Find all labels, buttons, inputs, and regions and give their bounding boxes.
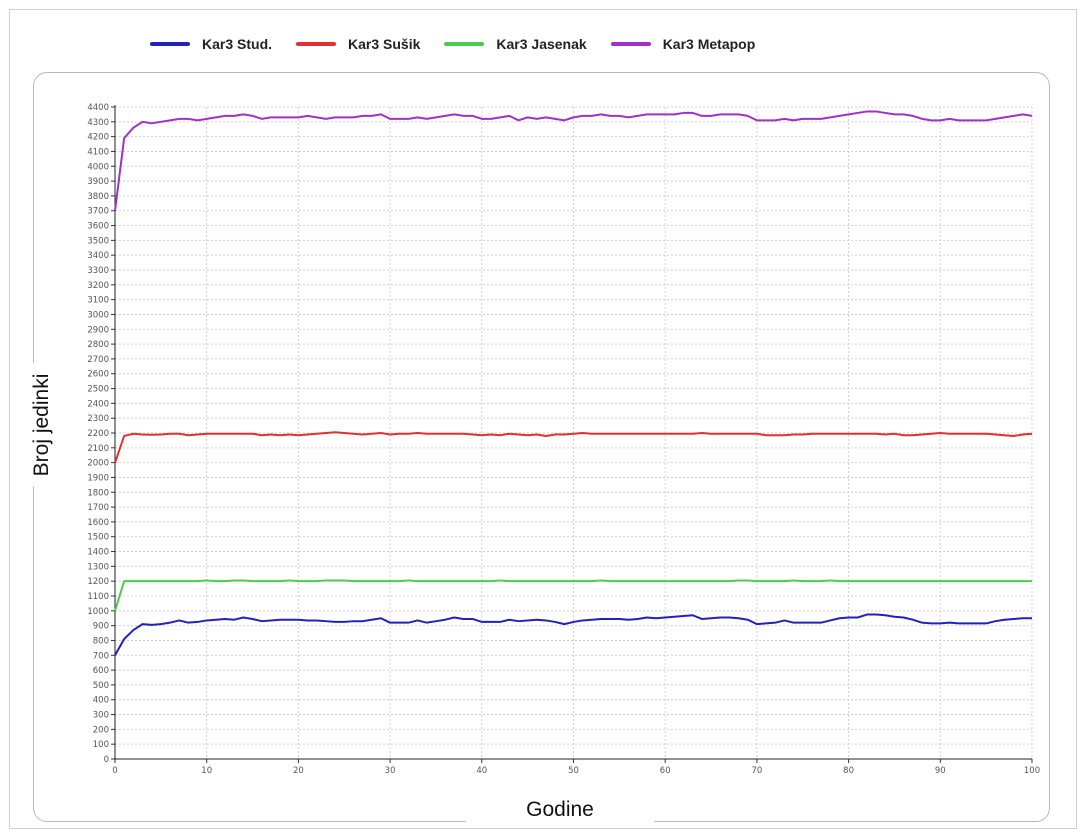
y-tick-label-23: 2300 bbox=[87, 414, 109, 424]
y-tick-label-24: 2400 bbox=[87, 399, 109, 409]
y-tick-label-44: 4400 bbox=[87, 103, 109, 113]
x-tick-label-8: 80 bbox=[843, 766, 854, 776]
window-frame bbox=[9, 9, 1077, 829]
y-tick-label-22: 2200 bbox=[87, 429, 109, 439]
legend-label-series-3: Kar3 Jasenak bbox=[496, 36, 587, 52]
x-tick-label-4: 40 bbox=[476, 766, 487, 776]
y-tick-label-15: 1500 bbox=[87, 533, 109, 543]
y-tick-label-40: 4000 bbox=[87, 162, 109, 172]
y-tick-label-9: 900 bbox=[93, 622, 109, 632]
legend-swatch-series-4 bbox=[610, 42, 651, 46]
x-tick-label-9: 90 bbox=[935, 766, 946, 776]
y-tick-label-19: 1900 bbox=[87, 473, 109, 483]
y-tick-label-42: 4200 bbox=[87, 133, 109, 143]
y-tick-label-32: 3200 bbox=[87, 281, 109, 291]
y-tick-label-29: 2900 bbox=[87, 325, 109, 335]
y-tick-label-18: 1800 bbox=[87, 488, 109, 498]
y-tick-label-13: 1300 bbox=[87, 562, 109, 572]
y-tick-label-31: 3100 bbox=[87, 296, 109, 306]
y-tick-label-3: 300 bbox=[93, 711, 109, 721]
x-axis-title: Godine bbox=[466, 798, 654, 822]
series-line-1 bbox=[114, 613, 1032, 656]
y-tick-label-14: 1400 bbox=[87, 548, 109, 558]
series-line-2 bbox=[114, 431, 1033, 463]
y-tick-label-6: 600 bbox=[93, 666, 109, 676]
y-tick-label-10: 1000 bbox=[87, 607, 109, 617]
y-tick-label-36: 3600 bbox=[87, 222, 109, 232]
y-axis-title: Broj jedinki bbox=[30, 363, 54, 487]
x-tick-label-5: 50 bbox=[568, 766, 579, 776]
x-tick-label-3: 30 bbox=[385, 766, 396, 776]
legend-item-series-1[interactable]: Kar3 Stud. bbox=[150, 36, 272, 52]
y-tick-label-28: 2800 bbox=[87, 340, 109, 350]
y-tick-label-5: 500 bbox=[93, 681, 109, 691]
legend-swatch-series-3 bbox=[444, 42, 485, 46]
y-tick-label-39: 3900 bbox=[87, 177, 109, 187]
chart-legend: Kar3 Stud. Kar3 Sušik Kar3 Jasenak Kar3 … bbox=[150, 30, 779, 58]
y-tick-label-8: 800 bbox=[93, 636, 109, 646]
x-tick-label-1: 10 bbox=[201, 766, 212, 776]
y-tick-label-41: 4100 bbox=[87, 147, 109, 157]
legend-swatch-series-2 bbox=[296, 42, 337, 46]
y-tick-label-37: 3700 bbox=[87, 207, 109, 217]
y-tick-label-16: 1600 bbox=[87, 518, 109, 528]
y-tick-label-25: 2500 bbox=[87, 385, 109, 395]
legend-item-series-3[interactable]: Kar3 Jasenak bbox=[444, 36, 587, 52]
y-tick-label-0: 0 bbox=[104, 755, 109, 765]
legend-label-series-1: Kar3 Stud. bbox=[202, 36, 273, 52]
y-tick-label-43: 4300 bbox=[87, 118, 109, 128]
y-tick-label-38: 3800 bbox=[87, 192, 109, 202]
y-tick-label-7: 700 bbox=[93, 651, 109, 661]
y-tick-label-35: 3500 bbox=[87, 236, 109, 246]
y-tick-label-21: 2100 bbox=[87, 444, 109, 454]
y-tick-label-2: 200 bbox=[93, 725, 109, 735]
x-tick-label-10: 100 bbox=[1024, 766, 1040, 776]
legend-label-series-2: Kar3 Sušik bbox=[348, 36, 421, 52]
legend-item-series-2[interactable]: Kar3 Sušik bbox=[296, 36, 420, 52]
y-tick-label-27: 2700 bbox=[87, 355, 109, 365]
x-tick-label-2: 20 bbox=[293, 766, 304, 776]
y-tick-label-34: 3400 bbox=[87, 251, 109, 261]
legend-swatch-series-1 bbox=[150, 42, 190, 46]
y-tick-label-12: 1200 bbox=[87, 577, 109, 587]
y-tick-label-11: 1100 bbox=[87, 592, 109, 602]
y-tick-label-26: 2600 bbox=[87, 370, 109, 380]
legend-item-series-4[interactable]: Kar3 Metapop bbox=[610, 36, 756, 52]
y-tick-label-17: 1700 bbox=[87, 503, 109, 513]
y-tick-label-20: 2000 bbox=[87, 459, 109, 469]
series-line-3 bbox=[114, 579, 1032, 612]
y-tick-label-4: 400 bbox=[93, 696, 109, 706]
x-tick-label-6: 60 bbox=[660, 766, 671, 776]
x-tick-label-7: 70 bbox=[751, 766, 762, 776]
legend-label-series-4: Kar3 Metapop bbox=[662, 36, 756, 52]
series-line-4 bbox=[114, 110, 1033, 211]
y-tick-label-30: 3000 bbox=[87, 310, 109, 320]
y-tick-label-33: 3300 bbox=[87, 266, 109, 276]
y-tick-label-1: 100 bbox=[93, 740, 109, 750]
x-tick-label-0: 0 bbox=[112, 766, 117, 776]
